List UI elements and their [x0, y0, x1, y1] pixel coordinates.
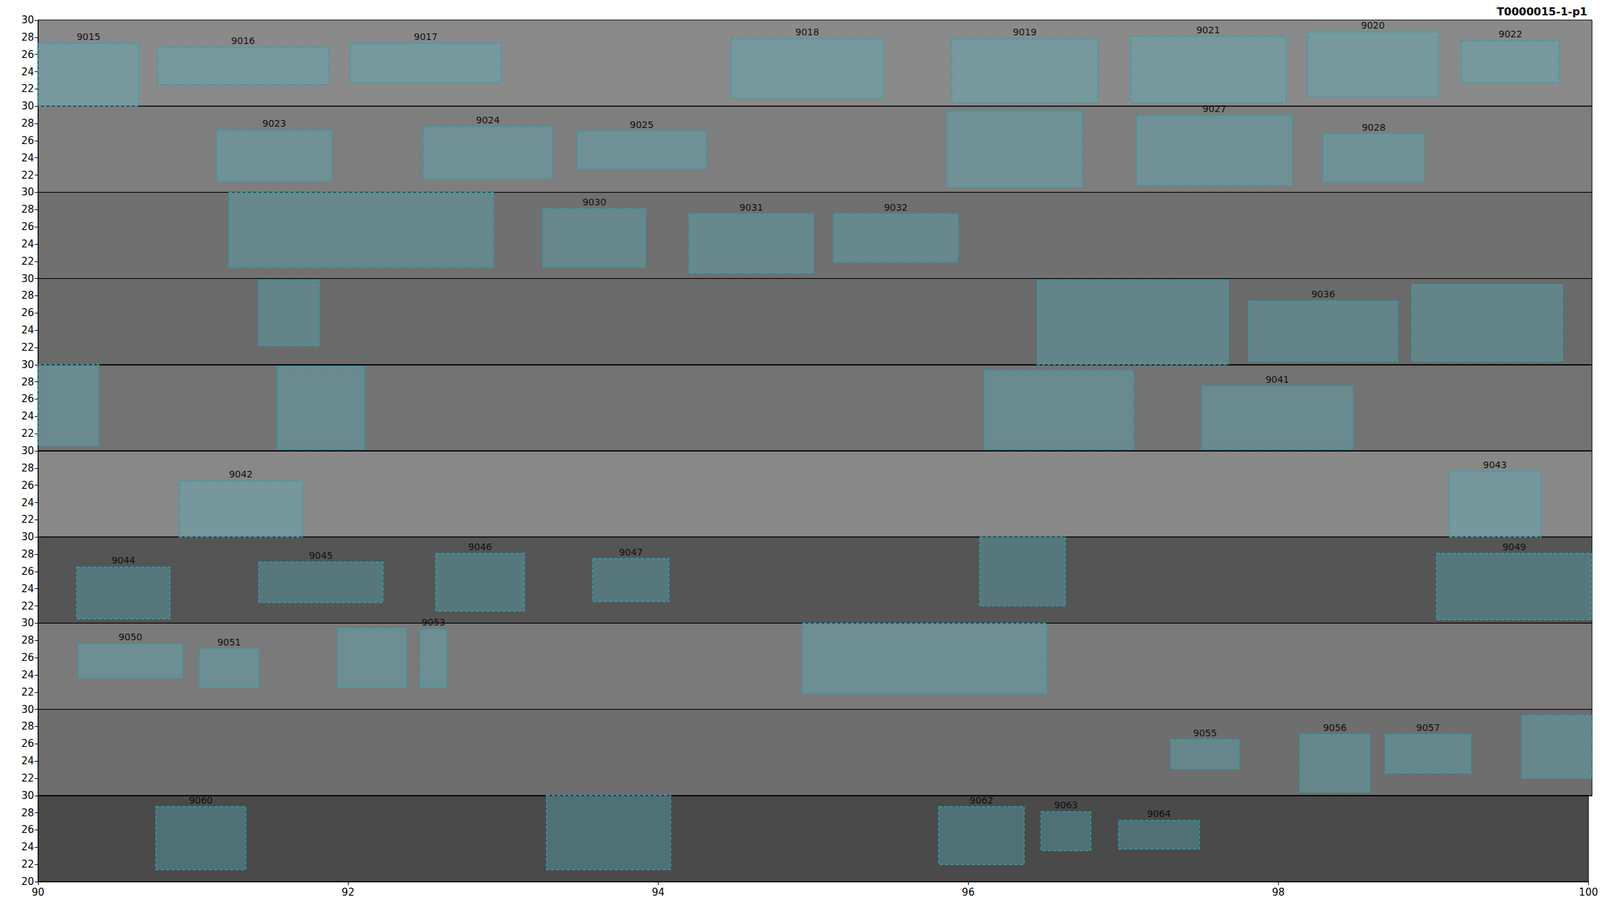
svg-text:9062: 9062: [969, 794, 994, 806]
svg-text:26: 26: [21, 823, 34, 836]
svg-text:30: 30: [21, 444, 34, 457]
svg-text:24: 24: [21, 840, 34, 853]
svg-text:22: 22: [21, 600, 34, 612]
svg-text:9015: 9015: [76, 31, 101, 42]
svg-text:9051: 9051: [217, 636, 242, 648]
svg-text:96: 96: [962, 886, 975, 898]
svg-text:28: 28: [21, 203, 34, 216]
svg-text:22: 22: [21, 82, 34, 95]
svg-text:26: 26: [21, 651, 34, 664]
svg-text:24: 24: [21, 410, 34, 422]
svg-text:26: 26: [21, 220, 34, 233]
svg-text:30: 30: [21, 703, 34, 716]
svg-text:9018: 9018: [795, 26, 820, 38]
svg-text:9047: 9047: [618, 546, 643, 558]
svg-text:28: 28: [21, 634, 34, 646]
svg-text:28: 28: [21, 806, 34, 819]
svg-text:30: 30: [21, 530, 34, 543]
svg-text:9057: 9057: [1416, 722, 1440, 733]
svg-text:20: 20: [21, 875, 34, 888]
svg-text:28: 28: [21, 720, 34, 732]
svg-text:22: 22: [21, 686, 34, 698]
svg-text:28: 28: [21, 462, 34, 474]
svg-text:9028: 9028: [1362, 122, 1386, 133]
svg-text:24: 24: [21, 754, 34, 767]
svg-text:9042: 9042: [228, 468, 253, 480]
svg-text:26: 26: [21, 737, 34, 750]
svg-text:28: 28: [21, 31, 34, 44]
svg-text:24: 24: [21, 582, 34, 595]
svg-text:22: 22: [21, 427, 34, 440]
svg-text:9022: 9022: [1498, 28, 1523, 40]
svg-text:9060: 9060: [188, 794, 213, 806]
svg-text:24: 24: [21, 496, 34, 509]
svg-text:9021: 9021: [1196, 24, 1220, 36]
svg-text:30: 30: [21, 14, 34, 26]
svg-text:26: 26: [21, 565, 34, 578]
svg-text:30: 30: [21, 358, 34, 371]
svg-text:24: 24: [21, 668, 34, 681]
svg-text:9043: 9043: [1482, 459, 1507, 470]
svg-text:9063: 9063: [1054, 799, 1078, 810]
svg-text:9027: 9027: [1202, 103, 1227, 114]
svg-text:22: 22: [21, 858, 34, 870]
svg-text:90: 90: [31, 886, 44, 898]
svg-text:9045: 9045: [308, 550, 333, 561]
svg-text:9049: 9049: [1502, 541, 1527, 552]
svg-text:9036: 9036: [1311, 288, 1336, 300]
svg-text:98: 98: [1272, 886, 1285, 898]
svg-text:9053: 9053: [421, 616, 446, 628]
svg-text:24: 24: [21, 238, 34, 250]
svg-text:9019: 9019: [1012, 26, 1037, 38]
svg-text:9030: 9030: [582, 196, 607, 208]
svg-text:92: 92: [342, 886, 355, 898]
svg-text:9050: 9050: [118, 631, 143, 642]
svg-text:28: 28: [21, 289, 34, 302]
svg-text:30: 30: [21, 272, 34, 285]
svg-text:24: 24: [21, 152, 34, 164]
svg-text:9016: 9016: [231, 35, 256, 46]
svg-text:9031: 9031: [739, 202, 764, 213]
svg-text:9032: 9032: [884, 202, 908, 213]
svg-text:22: 22: [21, 169, 34, 182]
svg-text:9046: 9046: [468, 541, 492, 552]
svg-text:9020: 9020: [1361, 20, 1386, 31]
svg-text:94: 94: [652, 886, 665, 898]
svg-text:9023: 9023: [262, 118, 286, 129]
svg-text:26: 26: [21, 48, 34, 61]
svg-text:30: 30: [21, 186, 34, 198]
svg-text:24: 24: [21, 66, 34, 78]
svg-text:22: 22: [21, 513, 34, 526]
svg-text:28: 28: [21, 376, 34, 388]
svg-text:9044: 9044: [111, 554, 136, 566]
svg-text:9041: 9041: [1265, 374, 1290, 385]
svg-text:9024: 9024: [476, 114, 500, 126]
svg-text:30: 30: [21, 100, 34, 112]
svg-text:22: 22: [21, 255, 34, 268]
svg-text:9025: 9025: [630, 119, 654, 130]
svg-text:9055: 9055: [1193, 727, 1218, 738]
svg-text:28: 28: [21, 548, 34, 560]
svg-text:9017: 9017: [414, 31, 438, 42]
svg-text:26: 26: [21, 392, 34, 405]
svg-text:26: 26: [21, 306, 34, 319]
svg-text:26: 26: [21, 134, 34, 147]
svg-text:100: 100: [1578, 886, 1598, 898]
svg-text:T0000015-1-p1: T0000015-1-p1: [1496, 5, 1588, 18]
svg-text:28: 28: [21, 117, 34, 130]
svg-text:22: 22: [21, 772, 34, 784]
svg-text:22: 22: [21, 341, 34, 354]
svg-text:30: 30: [21, 789, 34, 802]
svg-text:30: 30: [21, 616, 34, 629]
svg-text:26: 26: [21, 479, 34, 492]
svg-text:9056: 9056: [1322, 722, 1347, 733]
svg-text:9064: 9064: [1147, 808, 1172, 819]
svg-text:24: 24: [21, 324, 34, 336]
